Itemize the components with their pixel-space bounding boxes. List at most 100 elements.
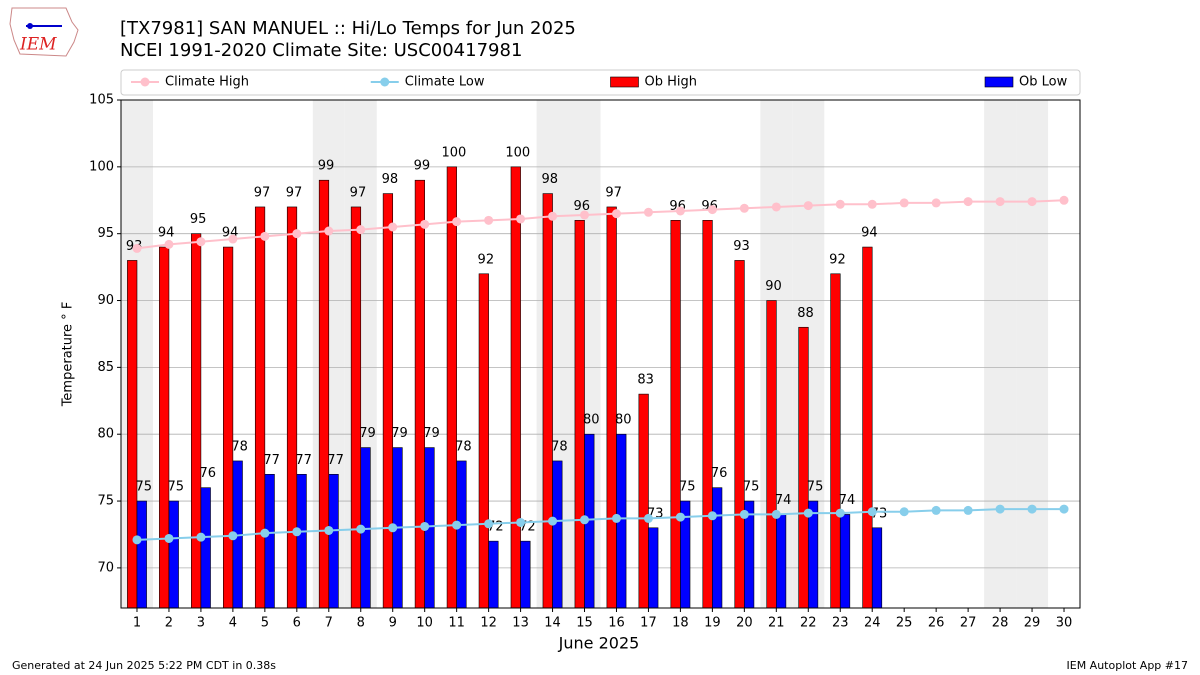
bar xyxy=(328,474,339,609)
logo-dot xyxy=(27,23,33,29)
value-label: 77 xyxy=(327,453,344,468)
series-marker xyxy=(1059,504,1069,514)
legend-box xyxy=(120,69,1081,96)
bar xyxy=(191,233,202,609)
x-tick-label: 13 xyxy=(512,616,529,631)
series-marker xyxy=(1027,197,1037,207)
series-marker xyxy=(899,198,909,208)
bar xyxy=(798,326,809,609)
x-tick-label: 16 xyxy=(608,616,625,631)
bar xyxy=(648,527,659,609)
bar xyxy=(159,246,170,609)
value-label: 80 xyxy=(583,413,600,428)
bar xyxy=(136,500,147,609)
series-marker xyxy=(164,533,174,543)
x-tick-label: 17 xyxy=(640,616,657,631)
bar xyxy=(712,487,723,609)
value-label: 92 xyxy=(478,252,495,267)
legend-swatch xyxy=(984,76,1014,88)
x-tick-label: 7 xyxy=(325,616,333,631)
value-label: 78 xyxy=(551,439,568,454)
series-marker xyxy=(452,520,462,530)
series-line xyxy=(136,508,1065,541)
bar xyxy=(734,260,745,609)
x-tick-label: 12 xyxy=(480,616,497,631)
bar xyxy=(839,514,851,609)
value-label: 80 xyxy=(615,413,632,428)
y-tick-label: 85 xyxy=(97,360,114,375)
value-label: 99 xyxy=(414,159,431,174)
value-label: 75 xyxy=(136,480,153,495)
series-marker xyxy=(675,206,685,216)
series-line xyxy=(136,199,1065,250)
x-tick-label: 19 xyxy=(704,616,721,631)
series-marker xyxy=(228,531,238,541)
x-tick-label: 9 xyxy=(389,616,397,631)
x-tick-label: 21 xyxy=(768,616,785,631)
y-axis-label: Temperature ° F xyxy=(61,302,76,408)
bar xyxy=(488,540,499,609)
value-label: 74 xyxy=(839,493,856,508)
logo-outline xyxy=(9,7,79,57)
series-marker xyxy=(611,209,621,219)
series-marker xyxy=(132,243,142,253)
x-tick-label: 11 xyxy=(448,616,465,631)
value-label: 93 xyxy=(733,239,750,254)
bar xyxy=(520,540,531,609)
bar xyxy=(414,179,425,609)
series-marker xyxy=(867,507,877,517)
series-marker xyxy=(899,507,909,517)
bar xyxy=(350,206,362,609)
value-label: 76 xyxy=(711,466,728,481)
bar xyxy=(670,220,681,609)
y-tick-label: 75 xyxy=(97,494,114,509)
x-tick-label: 6 xyxy=(293,616,301,631)
chart-title: [TX7981] SAN MANUEL :: Hi/Lo Temps for J… xyxy=(120,18,576,39)
series-marker xyxy=(580,210,590,220)
value-label: 100 xyxy=(505,145,530,160)
value-label: 100 xyxy=(441,145,466,160)
series-marker xyxy=(835,508,845,518)
value-label: 79 xyxy=(359,426,376,441)
series-marker xyxy=(292,229,302,239)
series-marker xyxy=(675,512,685,522)
series-marker xyxy=(1059,195,1069,205)
bar xyxy=(168,500,179,609)
value-label: 97 xyxy=(254,185,271,200)
value-label: 95 xyxy=(190,212,207,227)
y-tick-label: 105 xyxy=(89,93,114,108)
bar xyxy=(318,179,330,609)
series-marker xyxy=(611,513,621,523)
series-marker xyxy=(516,517,526,527)
x-tick-label: 20 xyxy=(736,616,753,631)
x-tick-label: 5 xyxy=(261,616,269,631)
series-marker xyxy=(548,211,558,221)
x-tick-label: 18 xyxy=(672,616,689,631)
series-marker xyxy=(739,203,749,213)
x-tick-label: 2 xyxy=(165,616,173,631)
footer-left: Generated at 24 Jun 2025 5:22 PM CDT in … xyxy=(12,659,276,672)
series-marker xyxy=(484,519,494,529)
footer-right: IEM Autoplot App #17 xyxy=(1067,659,1189,672)
x-tick-label: 24 xyxy=(864,616,881,631)
legend-label: Ob High xyxy=(645,75,698,90)
x-tick-label: 14 xyxy=(544,616,561,631)
series-marker xyxy=(548,516,558,526)
x-tick-label: 3 xyxy=(197,616,205,631)
series-marker xyxy=(324,525,334,535)
value-label: 99 xyxy=(318,159,335,174)
legend-swatch-marker xyxy=(380,77,390,87)
series-marker xyxy=(420,219,430,229)
series-marker xyxy=(995,504,1005,514)
series-marker xyxy=(867,199,877,209)
series-marker xyxy=(707,511,717,521)
series-marker xyxy=(356,225,366,235)
y-tick-label: 70 xyxy=(97,560,114,575)
bar xyxy=(510,166,521,609)
legend-label: Climate Low xyxy=(405,75,485,90)
series-marker xyxy=(516,214,526,224)
series-marker xyxy=(196,532,206,542)
value-label: 75 xyxy=(679,480,696,495)
